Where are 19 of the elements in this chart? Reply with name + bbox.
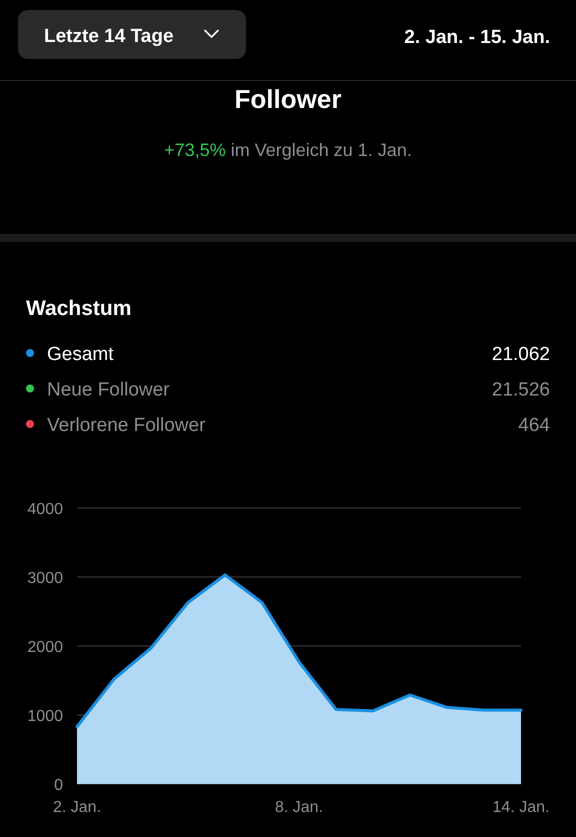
legend-label: Neue Follower xyxy=(47,380,170,400)
y-tick-label: 1000 xyxy=(27,708,64,725)
text: 21.062 xyxy=(492,344,550,365)
text: Wachstum xyxy=(26,297,132,320)
y-tick-label: 3000 xyxy=(27,570,64,587)
text: 464 xyxy=(518,415,550,436)
y-tick-label: 0 xyxy=(54,777,64,794)
chart-subtitle: +73,5% im Vergleich zu 1. Jan. xyxy=(164,140,412,160)
x-tick-label: 8. Jan. xyxy=(274,799,324,816)
legend-label: Gesamt xyxy=(47,344,114,365)
x-tick-label: 14. Jan. xyxy=(492,799,550,816)
text: 2. Jan. - 15. Jan. xyxy=(404,27,550,48)
y-tick-label: 4000 xyxy=(27,501,64,518)
y-tick-label: 2000 xyxy=(27,639,64,656)
text: Letzte 14 Tage xyxy=(44,26,174,47)
text: 21.526 xyxy=(492,380,550,400)
legend-label: Verlorene Follower xyxy=(47,415,206,436)
chart-title: Follower xyxy=(234,84,342,114)
x-tick-label: 2. Jan. xyxy=(52,799,102,816)
